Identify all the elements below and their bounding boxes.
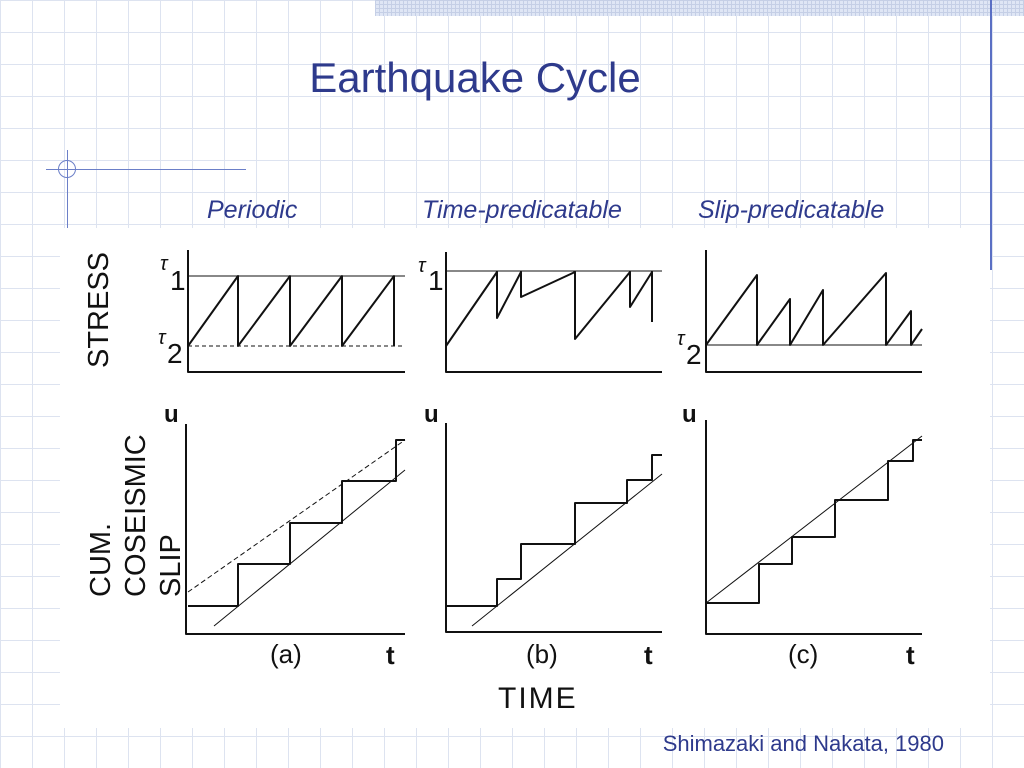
tau1-subscript-b: 1 xyxy=(428,265,444,296)
citation: Shimazaki and Nakata, 1980 xyxy=(662,731,944,756)
slip-staircase-a xyxy=(188,439,405,607)
tau1-symbol-a: τ xyxy=(160,253,169,275)
decorative-circle-icon xyxy=(58,160,76,178)
slip-staircase-b xyxy=(446,454,662,607)
panel-label-c: (c) xyxy=(788,639,818,669)
panel-label-b: (b) xyxy=(526,639,558,669)
stress-axes-c xyxy=(705,250,922,373)
stress-axis-label: STRESS xyxy=(83,252,115,368)
tau1-subscript-a: 1 xyxy=(170,265,186,296)
u-label-a: u xyxy=(164,401,179,428)
stress-panel-a xyxy=(187,250,405,373)
decorative-horizontal-rule xyxy=(46,169,246,170)
figure-svg: STRESS CUM. COSEISMIC SLIP τ 1 τ 2 τ 1 τ… xyxy=(83,250,923,715)
tau2-symbol-a: τ xyxy=(158,327,167,349)
stress-panel-b xyxy=(445,252,662,373)
stress-axes-b xyxy=(445,252,662,373)
slip-panel-c xyxy=(705,420,923,635)
u-label-c: u xyxy=(682,401,697,428)
upper-envelope-c xyxy=(705,435,923,604)
slip-axis-label-line3: SLIP xyxy=(155,534,187,597)
column-label-periodic: Periodic xyxy=(207,196,298,224)
slip-staircase-c xyxy=(706,439,922,604)
panel-label-a: (a) xyxy=(270,639,302,669)
decorative-right-rule xyxy=(990,0,992,270)
t-label-a: t xyxy=(386,640,395,670)
tau2-symbol-c: τ xyxy=(677,328,686,350)
slip-panel-a xyxy=(185,424,406,635)
slip-axes-a xyxy=(185,424,405,635)
slip-axes-b xyxy=(445,423,662,633)
stress-sawtooth-b xyxy=(445,271,653,347)
stress-axes-a xyxy=(187,250,405,373)
lower-envelope-b xyxy=(471,473,663,627)
u-label-b: u xyxy=(424,401,439,428)
column-label-time-predictable: Time-predicatable xyxy=(422,196,622,224)
slip-axis-label-line2: COSEISMIC xyxy=(120,434,152,597)
slip-axes-c xyxy=(705,420,922,635)
decorative-vertical-rule xyxy=(67,150,68,230)
t-label-b: t xyxy=(644,640,653,670)
upper-envelope-a xyxy=(187,439,406,593)
tau2-subscript-c: 2 xyxy=(686,339,702,370)
tau1-symbol-b: τ xyxy=(418,255,427,277)
slip-axis-label-line1: CUM. xyxy=(85,523,117,597)
earthquake-cycle-figure: STRESS CUM. COSEISMIC SLIP τ 1 τ 2 τ 1 τ… xyxy=(60,228,990,728)
slide-title: Earthquake Cycle xyxy=(309,54,641,101)
stress-sawtooth-a xyxy=(187,275,395,347)
stress-panel-c xyxy=(705,250,923,373)
time-axis-label: TIME xyxy=(498,682,578,715)
t-label-c: t xyxy=(906,640,915,670)
stress-sawtooth-c xyxy=(705,272,923,346)
lower-envelope-a xyxy=(213,469,406,627)
column-label-slip-predictable: Slip-predicatable xyxy=(698,196,885,224)
tau2-subscript-a: 2 xyxy=(167,338,183,369)
header-pattern-band xyxy=(375,0,1024,16)
slip-panel-b xyxy=(445,423,663,633)
